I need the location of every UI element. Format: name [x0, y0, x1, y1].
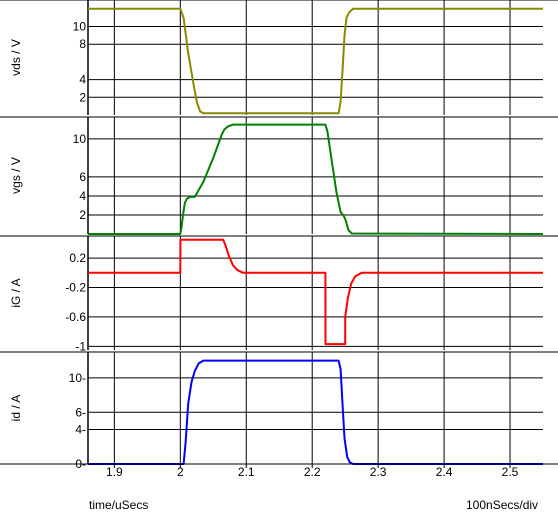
y-tick-label: 6- [75, 405, 86, 419]
x-tick-label: 2.3 [370, 465, 387, 479]
panel-4: 0-4-6-10-id / A [0, 351, 558, 471]
x-tick-label: 1.9 [106, 465, 123, 479]
x-tick-label: 2.4 [436, 465, 453, 479]
y-axis-title: id / A [9, 395, 23, 422]
chart-panels: 2 4 8 10 vds / V 2 4 6 10 vgs / V -1 -0.6 -0.2 0.2 iG … [0, 0, 558, 471]
time-scale-label: 100nSecs/div [466, 498, 539, 512]
y-axis-title: iG / A [9, 278, 23, 307]
y-axis-title: vds / V [9, 39, 23, 76]
y-tick-label: -0.2 [65, 280, 86, 294]
y-tick-label: 10 [73, 132, 87, 146]
y-tick-label: 2 [79, 90, 86, 104]
series-line [88, 123, 544, 235]
y-tick-label: 6 [79, 170, 86, 184]
series-line [88, 359, 543, 465]
y-axis-title: vgs / V [9, 157, 23, 194]
y-tick-label: 10 [73, 20, 87, 34]
y-tick-label: -1 [75, 339, 86, 353]
x-axis-label: time/uSecs [89, 498, 149, 512]
y-tick-label: 4 [79, 73, 86, 87]
x-axis: 1.9 2 2.1 2.2 2.3 2.4 2.5 [0, 463, 558, 479]
series-line [88, 7, 543, 115]
y-tick-label: 10- [69, 371, 86, 385]
x-tick-label: 2.2 [304, 465, 321, 479]
x-tick-label: 2.5 [502, 465, 519, 479]
y-tick-label: 8 [79, 37, 86, 51]
panel-3: -1 -0.6 -0.2 0.2 iG / A [0, 235, 558, 353]
y-tick-label: 0.2 [69, 251, 86, 265]
panel-1: 2 4 8 10 vds / V [0, 0, 558, 115]
y-tick-label: -0.6 [65, 310, 86, 324]
panel-2: 2 4 6 10 vgs / V [0, 116, 558, 235]
x-tick-label: 2 [177, 465, 184, 479]
y-tick-label: 2 [79, 208, 86, 222]
series-line [88, 238, 543, 346]
y-tick-label: 4 [79, 189, 86, 203]
y-tick-label: 4- [75, 423, 86, 437]
x-tick-label: 2.1 [238, 465, 255, 479]
